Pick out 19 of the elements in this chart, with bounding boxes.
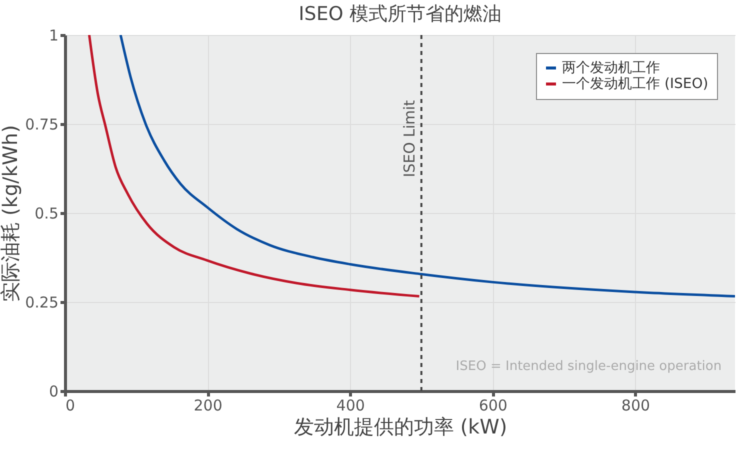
line-series	[88, 35, 420, 298]
x-tick-label: 600	[478, 396, 508, 414]
y-axis-title: 实际油耗 (kg/kWh)	[0, 124, 22, 302]
y-tick-label: 1	[48, 26, 58, 44]
line-series	[119, 35, 735, 298]
x-axis-title: 发动机提供的功率 (kW)	[294, 414, 508, 438]
x-tick-label: 800	[621, 396, 650, 414]
y-tick-label: 0.5	[34, 204, 58, 222]
annotation: ISEO = Intended single-engine operation	[456, 359, 722, 374]
x-tick-label: 400	[336, 396, 365, 414]
y-tick-label: 0	[48, 382, 58, 400]
legend-label: 一个发动机工作 (ISEO)	[562, 76, 708, 92]
ref-line-label: ISEO Limit	[400, 100, 418, 178]
y-tick-label: 0.75	[25, 116, 58, 134]
legend-label: 两个发动机工作	[562, 60, 660, 76]
chart-title: ISEO 模式所节省的燃油	[298, 3, 502, 25]
y-tick-label: 0.25	[25, 294, 58, 312]
x-tick-label: 0	[66, 396, 76, 414]
x-tick-label: 200	[194, 396, 222, 414]
